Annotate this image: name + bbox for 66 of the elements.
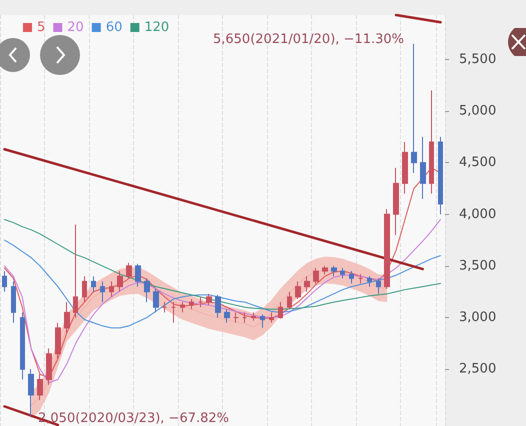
candlestick: [28, 368, 34, 416]
candlestick: [20, 312, 25, 380]
y-tick-label: 4,500: [459, 155, 496, 170]
candlestick: [278, 302, 283, 320]
candlestick: [349, 270, 354, 284]
candlestick: [340, 268, 345, 279]
candlestick: [358, 274, 363, 284]
candlestick: [100, 280, 105, 303]
y-tick-label: 3,000: [459, 310, 496, 326]
candlestick: [2, 270, 7, 292]
legend-label: 20: [67, 20, 84, 35]
candlestick: [11, 280, 16, 324]
candlestick: [135, 263, 141, 288]
candlestick: [367, 276, 372, 288]
candlestick: [313, 268, 319, 284]
candlestick: [251, 312, 256, 322]
annotation: 2,050(2020/03/23), −67.82%: [38, 411, 230, 426]
y-tick-label: 2,500: [459, 362, 496, 377]
candlestick: [420, 136, 426, 200]
line-series: [4, 218, 442, 384]
candlestick: [233, 312, 239, 324]
candlestick: [162, 302, 167, 313]
candlestick: [206, 293, 212, 306]
candlestick: [189, 298, 194, 310]
annotation: 5,650(2021/01/20), −11.30%: [212, 32, 404, 47]
candlestick: [109, 280, 114, 298]
candlestick: [331, 265, 337, 277]
candlestick: [304, 276, 310, 292]
candlestick: [269, 312, 274, 324]
candlestick: [171, 302, 176, 324]
candlestick: [82, 276, 87, 303]
candlestick: [242, 312, 247, 324]
legend-label: 60: [106, 20, 122, 35]
candlestick: [55, 322, 61, 360]
candlestick: [224, 308, 230, 324]
legend-label: 120: [144, 20, 170, 35]
y-tick-label: 4,000: [459, 206, 496, 222]
candlestick: [37, 374, 43, 401]
line-series: [4, 218, 442, 310]
candlestick: [393, 167, 399, 236]
candlestick: [46, 348, 52, 386]
y-tick-label: 5,500: [459, 52, 496, 67]
candlestick: [295, 280, 301, 300]
candlestick: [402, 142, 408, 194]
candlestick: [198, 296, 203, 308]
candlestick: [64, 302, 70, 334]
candlestick: [180, 302, 185, 313]
y-tick-label: 5,000: [459, 104, 496, 119]
candlestick: [73, 224, 78, 318]
candlestick: [126, 262, 132, 279]
candlestick: [376, 278, 381, 294]
line-series: [4, 240, 442, 328]
candlestick: [91, 276, 96, 292]
candlestick: [153, 288, 159, 313]
candlestick: [322, 265, 328, 275]
candlestick: [429, 90, 434, 194]
candlestick: [438, 136, 443, 215]
candlestick: [384, 208, 390, 290]
candlestick: [144, 278, 150, 303]
candlestick: [260, 314, 265, 328]
candlestick: [117, 270, 123, 292]
candlestick: [287, 291, 292, 310]
candlestick: [411, 43, 417, 174]
y-tick-label: 3,500: [459, 258, 496, 274]
candlestick: [215, 294, 221, 318]
legend-label: 5: [37, 20, 46, 35]
